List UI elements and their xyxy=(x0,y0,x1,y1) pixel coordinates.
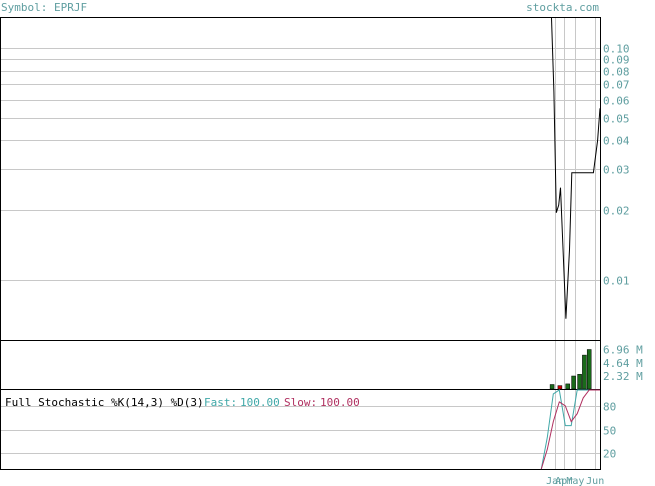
price-series-line xyxy=(551,17,601,319)
volume-bar xyxy=(586,349,592,390)
volume-axis-ticks: 6.96 M4.64 M2.32 M xyxy=(603,344,643,383)
price-tick-label: 0.06 xyxy=(603,95,630,108)
x-tick-label: Jun xyxy=(586,476,604,486)
price-tick-label: 0.09 xyxy=(603,54,630,67)
stochastic-panel-frame xyxy=(0,389,601,470)
stochastic-tick-label: 20 xyxy=(603,448,616,461)
stochastic-title: Full Stochastic %K(14,3) %D(3) xyxy=(5,396,204,409)
slow-value: 100.00 xyxy=(320,396,360,409)
price-tick-label: 0.05 xyxy=(603,113,630,126)
slow-label: Slow: xyxy=(284,396,317,409)
price-tick-label: 0.08 xyxy=(603,66,630,79)
volume-tick-label: 2.32 M xyxy=(603,370,643,383)
x-tick-label: Apr xyxy=(555,476,573,486)
price-tick-label: 0.02 xyxy=(603,205,630,218)
stochastic-axis-ticks: 80 50 20 xyxy=(603,401,616,461)
volume-bar xyxy=(565,383,570,390)
volume-panel: 6.96 M4.64 M2.32 M xyxy=(0,340,643,390)
volume-bar xyxy=(577,374,582,390)
price-axis-ticks: 0.100.090.080.07 0.06 0.05 0.04 0.03 0.02 0.01 xyxy=(603,43,630,288)
x-tick-label: Jan xyxy=(546,476,564,486)
price-tick-label: 0.01 xyxy=(603,275,630,288)
price-grid xyxy=(1,48,600,281)
volume-tick-label: 6.96 M xyxy=(603,344,643,357)
x-tick-label: May xyxy=(566,476,584,486)
stochastic-date-gridlines xyxy=(555,390,596,469)
symbol-label: Symbol: EPRJF xyxy=(1,1,87,14)
fast-stochastic-line xyxy=(540,389,600,470)
price-date-gridlines xyxy=(555,18,596,340)
price-panel-frame xyxy=(0,17,601,341)
stochastic-tick-label: 50 xyxy=(603,425,616,438)
fast-value: 100.00 xyxy=(240,396,280,409)
price-tick-label: 0.07 xyxy=(603,79,630,92)
volume-bar xyxy=(582,354,587,390)
price-tick-label: 0.04 xyxy=(603,135,630,148)
price-panel: 0.100.090.080.07 0.06 0.05 0.04 0.03 0.02 0.01 xyxy=(0,17,630,341)
stochastic-grid xyxy=(1,406,600,454)
volume-bar xyxy=(549,384,555,390)
stochastic-panel: Full Stochastic %K(14,3) %D(3) Fast: 100… xyxy=(0,389,616,470)
volume-panel-frame xyxy=(0,340,601,390)
volume-bars xyxy=(549,349,592,390)
fast-label: Fast: xyxy=(204,396,237,409)
slow-stochastic-line xyxy=(540,389,600,470)
site-logo-text[interactable]: stockta.com xyxy=(526,1,599,14)
volume-tick-label: 4.64 M xyxy=(603,357,643,370)
price-tick-label: 0.10 xyxy=(603,43,630,56)
stochastic-tick-label: 80 xyxy=(603,401,616,414)
volume-bar xyxy=(557,385,563,390)
price-tick-label: 0.03 xyxy=(603,164,630,177)
volume-bar xyxy=(571,375,576,390)
